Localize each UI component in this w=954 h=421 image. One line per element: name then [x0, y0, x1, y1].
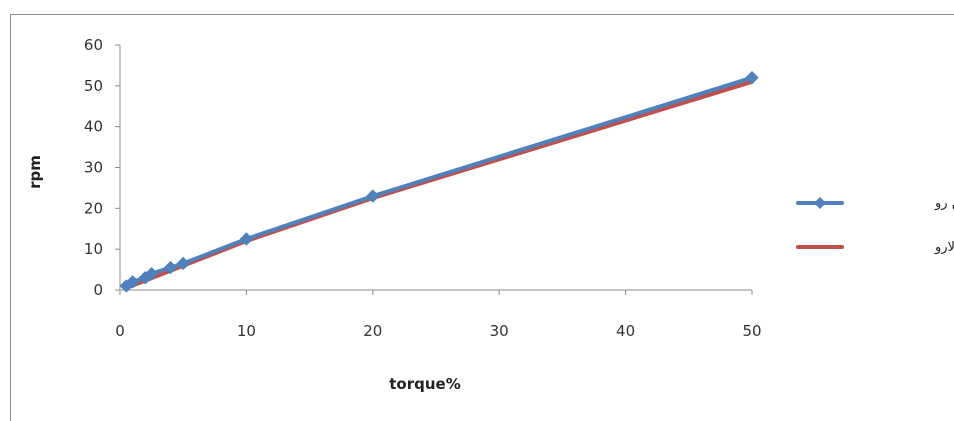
x-tick-label: 10 [237, 322, 256, 340]
x-tick-label: 0 [115, 322, 125, 340]
y-axis-title: rpm [26, 155, 44, 189]
y-tick-label: 10 [84, 240, 103, 258]
data-point-marker [125, 275, 140, 289]
x-tick-label: 50 [742, 322, 761, 340]
data-point-marker [176, 256, 190, 271]
data-point-marker [163, 260, 178, 275]
x-tick-label: 40 [616, 322, 635, 340]
chart-legend: منحنی پایین رو منحنی بالارو [796, 196, 954, 255]
tick-labels: 0 10 20 30 40 50 60 0 10 20 30 40 50 [84, 36, 762, 340]
series-layer [119, 70, 759, 293]
y-tick-label: 0 [93, 281, 103, 299]
y-tick-label: 20 [84, 199, 103, 217]
x-axis-title: torque% [389, 375, 461, 393]
legend-label-1: منحنی بالارو [934, 240, 954, 255]
legend-marker-0 [814, 197, 826, 209]
y-tick-label: 30 [84, 159, 103, 177]
y-tick-label: 40 [84, 118, 103, 136]
legend-label-0: منحنی پایین رو [934, 196, 954, 211]
chart-frame [10, 14, 954, 421]
data-point-marker [239, 232, 254, 246]
x-tick-label: 20 [363, 322, 382, 340]
x-tick-label: 30 [490, 322, 509, 340]
series-line-1 [124, 79, 754, 290]
data-point-marker [366, 189, 380, 203]
y-tick-label: 60 [84, 36, 103, 54]
y-tick-label: 50 [84, 77, 103, 95]
data-point-marker [144, 266, 159, 281]
chart-axes [115, 44, 753, 295]
data-point-marker [745, 70, 759, 85]
series-line-0 [124, 75, 754, 288]
